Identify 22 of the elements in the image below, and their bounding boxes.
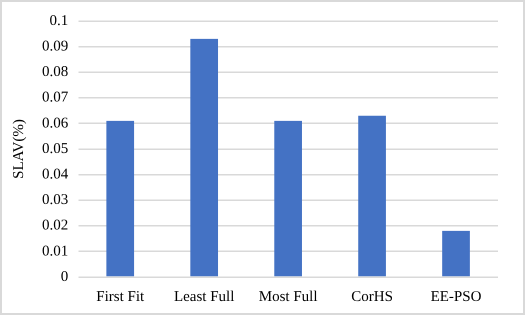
y-tick-label: 0.02 xyxy=(42,218,68,234)
x-tick-label: Least Full xyxy=(174,288,234,305)
y-axis-title: SLAV(%) xyxy=(10,119,27,179)
bar xyxy=(190,38,218,276)
x-tick-label: EE-PSO xyxy=(430,288,482,305)
bar xyxy=(274,120,302,276)
x-tick-label: First Fit xyxy=(96,288,146,305)
bar xyxy=(106,120,134,276)
y-tick-label: 0.01 xyxy=(42,243,68,260)
y-tick-label: 0.04 xyxy=(42,166,69,183)
bar xyxy=(442,230,470,276)
x-tick-label: CorHS xyxy=(351,288,393,305)
y-tick-label: 0.1 xyxy=(50,12,68,29)
y-tick-label: 0 xyxy=(60,268,68,285)
y-tick-label: 0.03 xyxy=(42,192,68,208)
bar xyxy=(358,116,386,276)
y-tick-label: 0.05 xyxy=(42,140,68,157)
x-tick-label: Most Full xyxy=(258,288,318,305)
y-tick-label: 0.09 xyxy=(42,38,68,55)
y-tick-label: 0.08 xyxy=(42,64,68,80)
y-tick-label: 0.07 xyxy=(42,90,69,106)
y-tick-label: 0.06 xyxy=(42,115,69,132)
